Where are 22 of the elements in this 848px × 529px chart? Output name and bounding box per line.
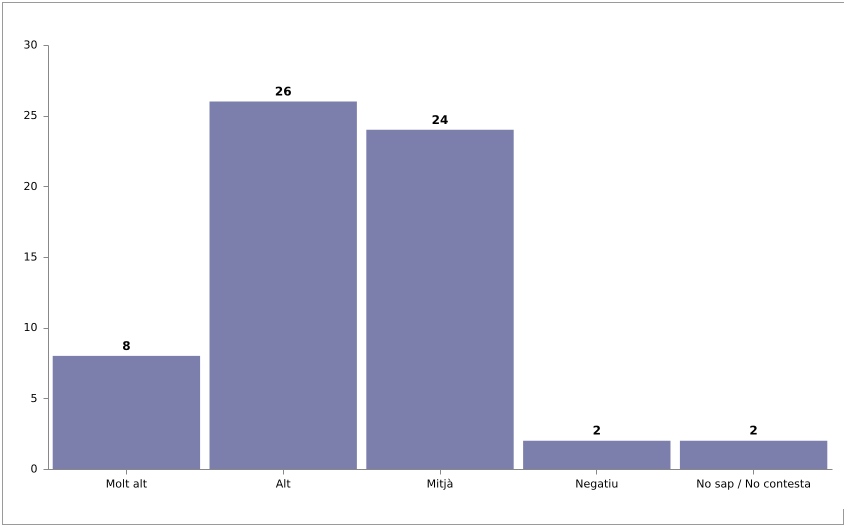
data-label: 2 <box>592 424 601 438</box>
bar <box>210 102 357 469</box>
data-label: 26 <box>274 84 292 99</box>
data-label: 24 <box>432 112 448 127</box>
y-tick-label: 20 <box>24 180 38 193</box>
x-tick-label: Alt <box>276 478 292 490</box>
x-tick-label: Molt alt <box>106 478 148 490</box>
x-tick-label: Mitjà <box>426 478 454 490</box>
bar <box>52 356 200 469</box>
bar <box>523 440 670 469</box>
y-tick-label: 30 <box>24 38 38 52</box>
y-tick-label: 15 <box>24 250 38 264</box>
bar <box>680 440 828 469</box>
data-label: 8 <box>122 338 131 353</box>
y-tick-label: 0 <box>30 462 38 476</box>
bar <box>366 130 514 469</box>
x-tick-label: No sap / No contesta <box>696 478 811 490</box>
y-tick-label: 5 <box>30 392 38 405</box>
y-tick-label: 10 <box>24 321 38 334</box>
y-tick-label: 25 <box>24 109 38 122</box>
x-tick-label: Negatiu <box>575 478 618 490</box>
data-label: 2 <box>749 424 758 438</box>
